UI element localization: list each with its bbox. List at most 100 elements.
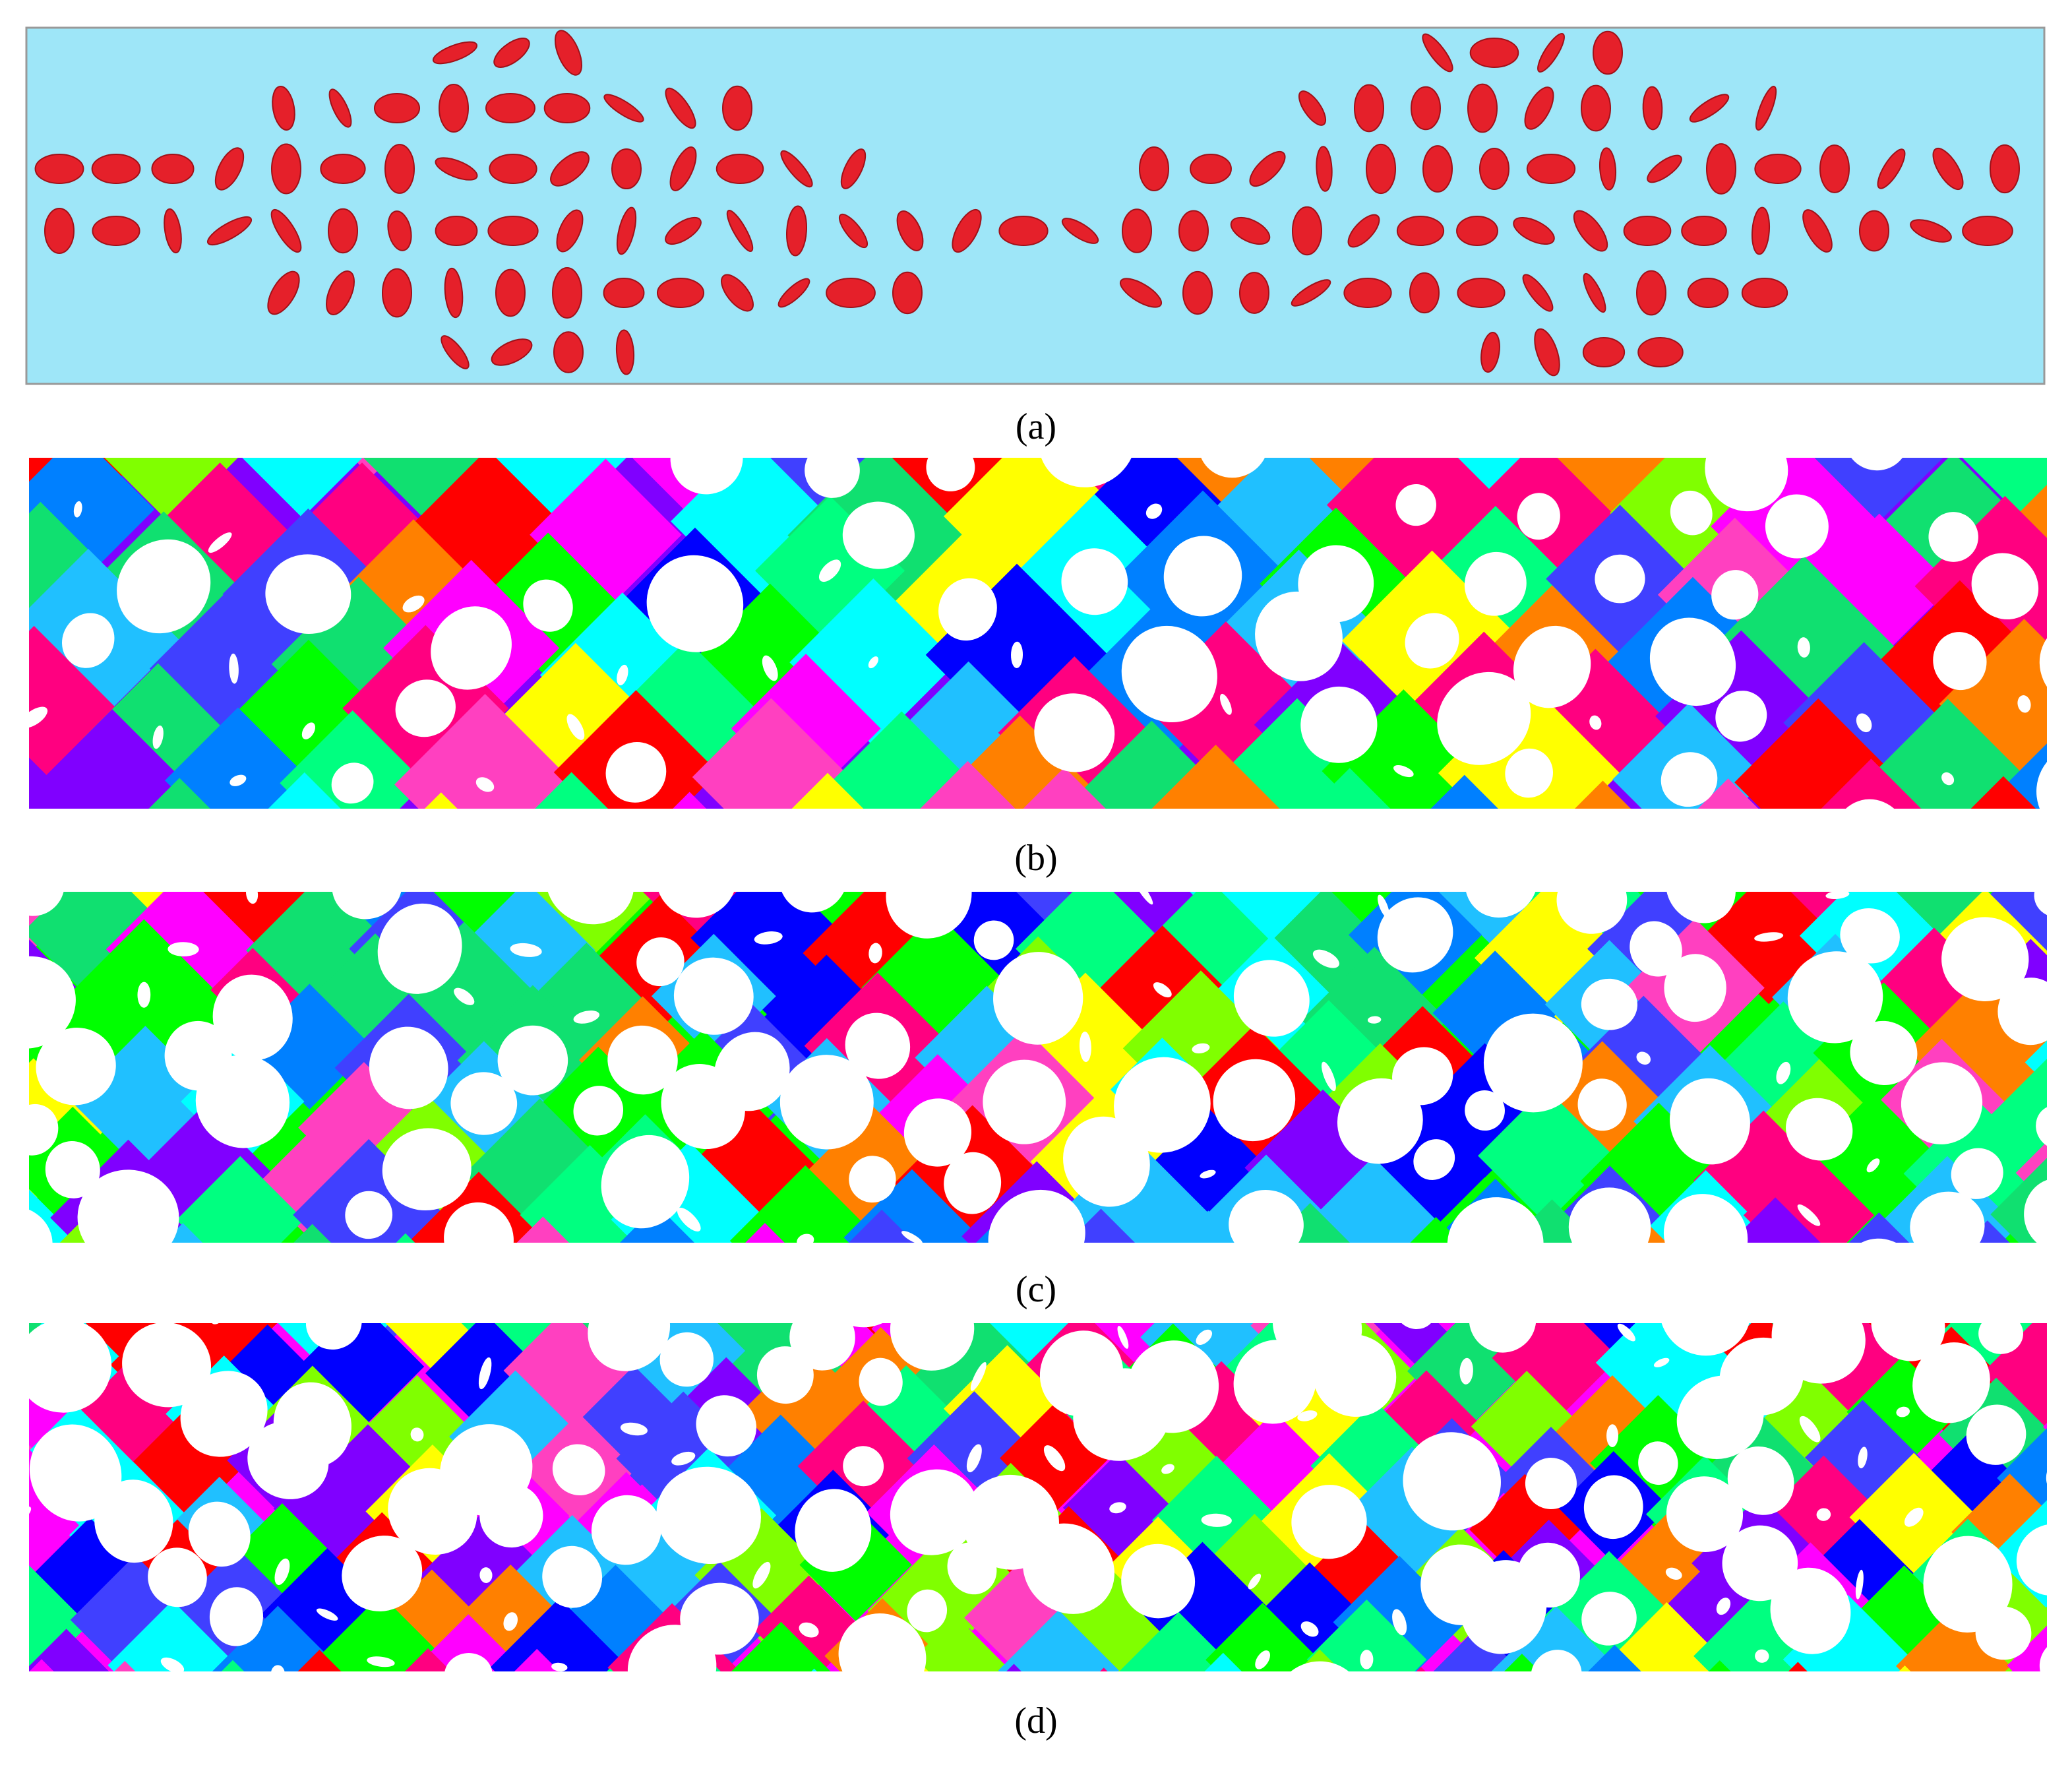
particle	[1858, 1447, 1868, 1469]
particle	[503, 1612, 518, 1631]
grain	[1848, 1212, 1910, 1243]
particle	[1413, 1139, 1455, 1180]
particle	[435, 157, 478, 181]
particle	[77, 1169, 179, 1243]
grain	[1119, 1611, 1238, 1671]
grain	[2048, 890, 2072, 1015]
particle	[247, 1421, 329, 1499]
particle	[91, 154, 141, 184]
particle	[1840, 908, 1900, 964]
grain	[398, 458, 577, 629]
particle	[1593, 30, 1623, 75]
particle	[886, 892, 972, 939]
particle	[843, 1446, 884, 1487]
particle	[518, 808, 578, 867]
particle	[1480, 332, 1500, 373]
particle	[656, 1466, 761, 1565]
particle	[163, 444, 179, 457]
particle	[726, 210, 754, 252]
particle	[659, 1332, 714, 1387]
grain	[1210, 1411, 1339, 1540]
particle	[497, 1025, 568, 1096]
particle	[265, 554, 351, 635]
particle	[271, 143, 301, 195]
grain	[268, 772, 341, 809]
particle	[1248, 1573, 1262, 1590]
particle	[1676, 1375, 1764, 1460]
grain	[1896, 1609, 2011, 1671]
grain	[0, 1269, 1, 1396]
grain	[535, 772, 608, 809]
particle	[1469, 1323, 1537, 1353]
particle	[628, 1244, 686, 1301]
particle	[1467, 432, 1483, 452]
particle	[938, 578, 997, 641]
particle	[1291, 1485, 1367, 1559]
grain	[1821, 759, 1922, 809]
particle	[1997, 978, 2047, 1045]
grain	[2050, 499, 2072, 661]
grain	[0, 716, 24, 869]
particle	[1666, 892, 1736, 923]
grain	[1309, 768, 1391, 809]
particle	[1661, 752, 1718, 807]
particle	[1975, 1606, 2032, 1660]
particle	[369, 1026, 448, 1109]
caption: (d)	[1014, 1700, 1057, 1741]
particle	[94, 1479, 173, 1563]
particle	[845, 1012, 911, 1079]
particle	[1063, 1116, 1150, 1207]
grain	[1509, 1691, 1639, 1775]
particle	[1642, 86, 1663, 131]
particle	[799, 1622, 819, 1638]
particle	[1119, 278, 1163, 308]
particle	[288, 436, 317, 449]
particle	[0, 786, 24, 901]
particle	[1061, 218, 1099, 244]
particle	[1802, 209, 1833, 253]
particle	[462, 1757, 485, 1775]
particle	[1377, 897, 1453, 973]
grain	[34, 1517, 146, 1629]
particle	[892, 271, 923, 315]
particle	[669, 146, 697, 191]
particle	[1321, 809, 1341, 832]
particle	[1787, 951, 1883, 1043]
particle	[1297, 1410, 1318, 1421]
particle	[62, 613, 115, 668]
particle	[907, 1589, 948, 1633]
particle	[328, 208, 358, 254]
particle	[661, 1064, 745, 1150]
particle	[402, 595, 425, 613]
particle	[316, 1608, 338, 1621]
grain	[212, 1605, 344, 1671]
grain	[29, 1573, 34, 1583]
particle	[903, 1098, 972, 1167]
particle	[214, 147, 245, 191]
grain	[2007, 1625, 2047, 1671]
particle	[1855, 1569, 1864, 1600]
particle	[152, 725, 164, 749]
particle	[160, 1657, 185, 1671]
particle	[209, 1587, 263, 1646]
particle	[1171, 1670, 1187, 1685]
particle	[1322, 1061, 1336, 1092]
particle	[572, 1683, 647, 1762]
particle	[1230, 216, 1271, 245]
particle	[1249, 150, 1286, 187]
particle	[983, 1059, 1066, 1144]
particle	[1022, 1523, 1114, 1614]
grain	[998, 1609, 1119, 1671]
grain	[404, 1648, 452, 1671]
particle	[1233, 1340, 1316, 1424]
grain	[1433, 1627, 1522, 1671]
particle	[0, 1122, 21, 1189]
particle	[543, 93, 591, 123]
particle	[1819, 144, 1850, 193]
grain	[29, 709, 201, 809]
particle	[940, 1247, 1005, 1313]
grain	[671, 458, 834, 604]
particle	[1513, 216, 1555, 245]
particle	[1636, 1051, 1651, 1065]
particle	[253, 1764, 285, 1775]
